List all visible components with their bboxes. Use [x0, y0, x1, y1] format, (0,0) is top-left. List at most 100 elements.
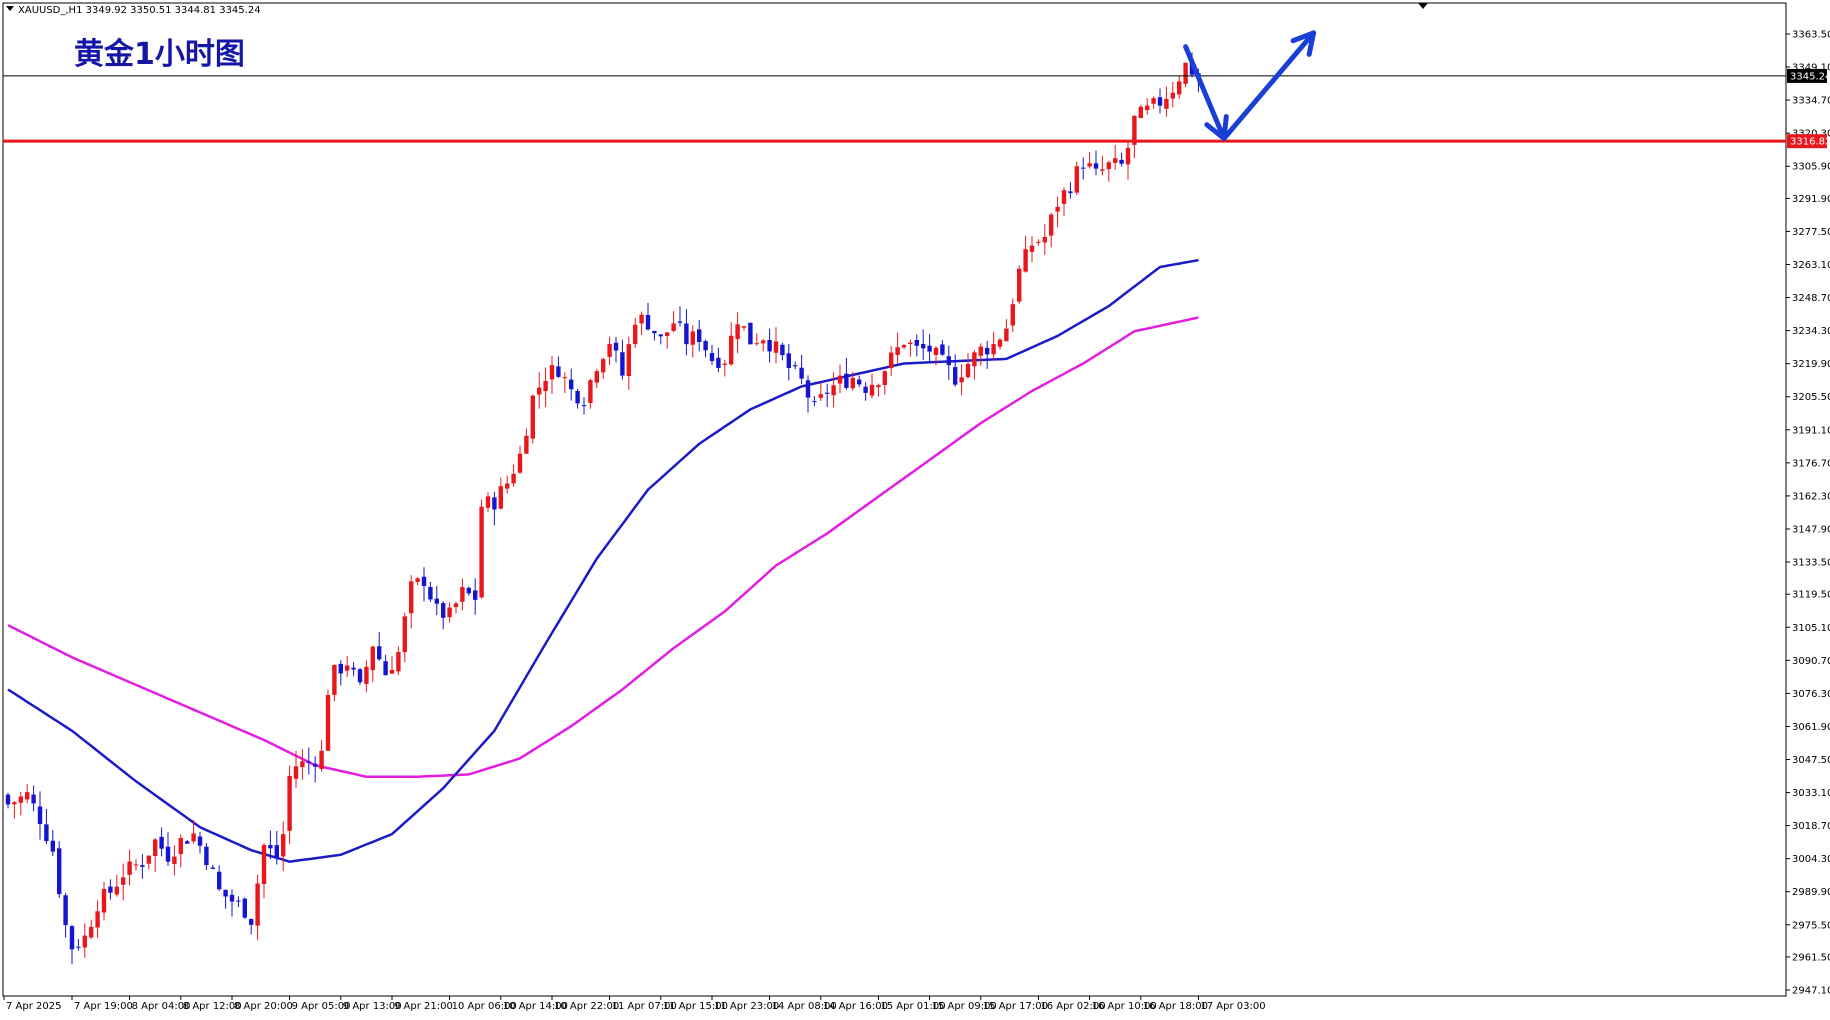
candle-body	[57, 848, 62, 895]
y-tick-label: 3061.90	[1792, 722, 1830, 733]
candle-body	[805, 380, 811, 398]
candle	[460, 578, 465, 611]
candle-body	[1049, 214, 1054, 236]
candle	[210, 864, 215, 869]
candle	[133, 859, 139, 871]
candle-body	[146, 855, 151, 864]
candle	[1029, 236, 1035, 263]
candle-body	[837, 375, 843, 384]
candle	[409, 575, 414, 629]
support-price-tag: 3316.82	[1790, 137, 1830, 148]
candle	[1106, 160, 1111, 182]
candle-body	[217, 871, 222, 890]
candle	[793, 361, 798, 370]
candle	[249, 918, 254, 935]
candle-body	[159, 836, 164, 849]
candle	[882, 369, 887, 395]
y-tick-label: 3277.50	[1792, 227, 1830, 238]
x-axis: 7 Apr 2025 7 Apr 19:008 Apr 04:008 Apr 12…	[3, 996, 1266, 1012]
candle	[217, 865, 222, 891]
candle-body	[735, 324, 740, 340]
candle-body	[133, 864, 139, 866]
candle	[313, 756, 318, 783]
candle-body	[1138, 106, 1143, 119]
candle	[319, 739, 324, 772]
candle	[236, 896, 241, 908]
candle-body	[1100, 169, 1105, 171]
x-tick-label: 15 Apr 09:00	[932, 1001, 997, 1012]
candle-body	[1093, 163, 1099, 169]
candle	[255, 874, 260, 941]
candle	[1023, 235, 1028, 273]
candle-body	[729, 335, 734, 365]
x-tick-label: 17 Apr 03:00	[1200, 1001, 1265, 1012]
candle	[690, 325, 695, 358]
candle-body	[690, 331, 695, 345]
candle	[946, 345, 951, 380]
candle-body	[537, 387, 542, 395]
candle	[466, 586, 471, 596]
candle-body	[889, 352, 894, 369]
candle	[626, 336, 631, 390]
candle-body	[569, 379, 574, 390]
candle-body	[793, 365, 798, 367]
candle	[569, 368, 574, 401]
candle	[498, 477, 503, 510]
candle-body	[914, 340, 919, 346]
candle-body	[492, 497, 497, 510]
candle	[1061, 187, 1067, 217]
candle-body	[140, 865, 145, 867]
candle	[287, 765, 292, 845]
candle	[1138, 104, 1143, 119]
candle-body	[780, 344, 785, 356]
candle	[831, 372, 836, 408]
candle	[940, 340, 945, 356]
candle	[645, 302, 651, 331]
candle-body	[441, 603, 446, 618]
candle-body	[453, 603, 459, 608]
candle-body	[722, 363, 727, 365]
candle-body	[549, 365, 555, 380]
candle	[633, 318, 638, 348]
x-tick-label: 10 Apr 22:00	[554, 1001, 619, 1012]
candle-body	[236, 900, 241, 902]
x-tick-label: 14 Apr 08:00	[772, 1001, 837, 1012]
candle-body	[31, 794, 36, 804]
x-tick-label: 9 Apr 13:00	[343, 1001, 402, 1012]
y-tick-label: 3234.30	[1792, 326, 1830, 337]
candle	[492, 491, 497, 526]
candle	[505, 475, 510, 494]
candle-body	[946, 356, 951, 366]
candle	[972, 350, 977, 380]
candle-body	[434, 598, 439, 604]
candle-body	[178, 838, 183, 855]
x-tick-label: 8 Apr 04:00	[132, 1001, 191, 1012]
candle-body	[1029, 245, 1035, 252]
candle-body	[191, 833, 196, 842]
candle	[1055, 196, 1060, 228]
candle-body	[1157, 97, 1163, 106]
candle	[1183, 62, 1188, 88]
candle-body	[645, 315, 651, 330]
candle-body	[479, 506, 484, 598]
candle-body	[1170, 92, 1175, 99]
candle-body	[1017, 268, 1022, 302]
candle	[825, 383, 830, 407]
candle-body	[1061, 190, 1067, 204]
candle	[697, 320, 702, 352]
x-tick-label: 7 Apr 2025	[6, 1001, 61, 1012]
candle	[434, 585, 439, 616]
candle	[1087, 152, 1092, 169]
candle-body	[639, 314, 644, 324]
candle-body	[377, 646, 382, 660]
y-tick-label: 3219.90	[1792, 359, 1830, 370]
candle	[837, 364, 843, 394]
price-lines-layer	[3, 75, 1786, 143]
y-tick-label: 2947.10	[1792, 986, 1830, 997]
candle-body	[153, 839, 158, 857]
candle-body	[633, 324, 638, 345]
candle-body	[511, 473, 516, 484]
candle-body	[383, 661, 388, 676]
candle	[242, 897, 247, 919]
dropdown-triangle-icon[interactable]	[6, 6, 14, 11]
